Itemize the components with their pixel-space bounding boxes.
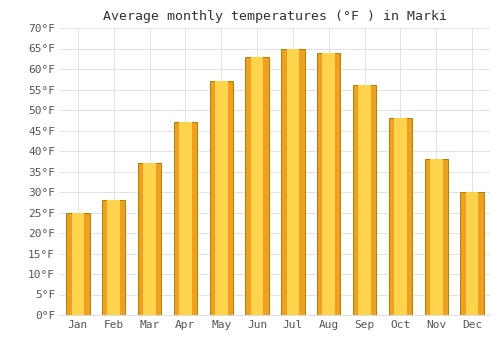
Bar — [108, 200, 120, 315]
Bar — [286, 49, 300, 315]
Bar — [353, 85, 376, 315]
Bar — [215, 81, 228, 315]
Bar — [66, 212, 90, 315]
Bar — [389, 118, 412, 315]
Bar — [246, 57, 268, 315]
Bar — [282, 49, 304, 315]
Bar — [466, 192, 478, 315]
Bar — [460, 192, 483, 315]
Bar — [358, 85, 371, 315]
Bar — [424, 159, 448, 315]
Bar — [138, 163, 161, 315]
Bar — [210, 81, 233, 315]
Title: Average monthly temperatures (°F ) in Marki: Average monthly temperatures (°F ) in Ma… — [103, 10, 447, 23]
Bar — [179, 122, 192, 315]
Bar — [430, 159, 442, 315]
Bar — [143, 163, 156, 315]
Bar — [322, 52, 335, 315]
Bar — [250, 57, 264, 315]
Bar — [394, 118, 407, 315]
Bar — [317, 52, 340, 315]
Bar — [174, 122, 197, 315]
Bar — [102, 200, 126, 315]
Bar — [72, 212, 85, 315]
